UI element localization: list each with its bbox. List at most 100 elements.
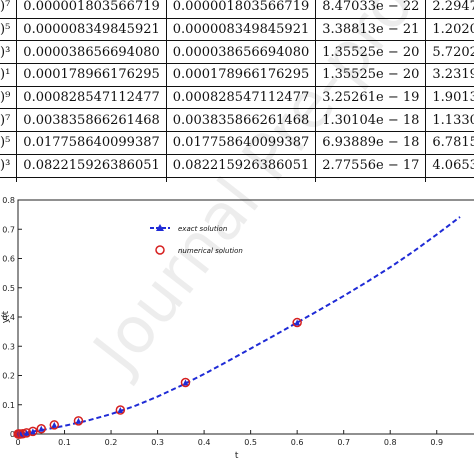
table-row: )³ 0.000038656694080 0.000038656694080 1.35… [0,40,474,65]
table-cell: 0.380629288824312 [16,177,167,182]
table-row: )⁷ 0.003835866261468 0.003835866261468 1.30… [0,108,474,133]
table-cell: 0.380629288824311 [166,177,317,182]
exact-solution-line [17,216,461,435]
legend-exact-label: exact solution [178,225,227,233]
table-row: )⁵ 0.000008349845921 0.000008349845921 3.38… [0,18,474,42]
x-tick-label: 0.5 [244,438,257,447]
results-table: )⁷ 0.000001803566719 0.000001803566719 8.47… [0,0,474,182]
table-cell: )¹ [0,63,18,87]
table-cell: ) [0,177,18,182]
x-tick-label: 0.9 [430,438,443,447]
table-cell: 3.25261e − 19 [315,86,427,110]
numerical-solution-marker [115,405,126,415]
table-row: )¹ 0.000178966176295 0.000178966176295 1.35… [0,63,474,87]
table-cell: 1.11022e − 16 [315,177,427,182]
exact-solution-marker [38,425,45,432]
results-table-region: )⁷ 0.000001803566719 0.000001803566719 8.47… [0,0,474,182]
table-cell: 0.000828547112477 [166,86,317,110]
table-cell: 0.017758640099387 [16,131,167,155]
table-cell: 6.78151e [425,131,474,155]
y-tick-label: 0.4 [2,313,15,322]
table-cell: )⁹ [0,86,18,110]
x-tick-label: 0.4 [198,438,211,447]
numerical-solution-marker [180,377,191,388]
table-cell: 1.22486e [425,177,474,182]
x-tick-label: 0.6 [291,438,304,447]
table-cell: 0.000008349845921 [16,18,167,42]
table-cell: 1.20204e [425,18,474,42]
y-tick-label: 0.2 [2,372,15,381]
table-cell: 8.47033e − 22 [315,0,427,19]
table-cell: 5.72027e [425,40,474,65]
table-cell: 0.000038656694080 [16,40,167,65]
x-tick-label: 0.2 [105,438,118,447]
legend-numerical-marker [155,245,165,255]
table-row: )⁵ 0.017758640099387 0.017758640099387 6.93… [0,131,474,155]
table-cell: 1.90138e [425,86,474,110]
table-cell: 0.000008349845921 [166,18,317,42]
table-row: )⁷ 0.000001803566719 0.000001803566719 8.47… [0,0,474,19]
exact-solution-marker [182,379,189,386]
numerical-solution-marker [73,416,84,426]
exact-solution-marker [294,319,301,326]
table-cell: 2.77556e − 17 [315,154,427,178]
table-row: )⁹ 0.000828547112477 0.000828547112477 3.25… [0,86,474,110]
table-cell: 1.30104e − 18 [315,108,427,133]
y-tick-label: 0.1 [2,401,15,410]
table-cell: )³ [0,154,18,178]
x-tick-label: 0.3 [151,438,164,447]
table-row: )0.3806292888243120.3806292888243111.110… [0,177,474,182]
table-cell: 3.23198e [425,63,474,87]
y-tick-label: 0 [10,430,15,439]
numerical-solution-marker [49,420,60,430]
y-tick-label: 0.7 [2,225,15,234]
x-tick-label: 0 [15,438,20,447]
table-cell: 0.082215926386051 [166,154,317,178]
table-cell: 3.38813e − 21 [315,18,427,42]
numerical-solution-marker [21,428,32,438]
table-cell: 0.000828547112477 [16,86,167,110]
table-cell: 2.29471e [425,0,474,19]
table-cell: 1.13302e [425,108,474,133]
table-cell: 0.000178966176295 [166,63,317,87]
table-cell: )³ [0,40,18,65]
table-cell: 0.082215926386051 [16,154,167,178]
y-axis-label: y(t [1,310,11,323]
y-tick-label: 0.3 [2,342,15,351]
exact-solution-marker [23,429,30,436]
legend-box [146,218,266,260]
legend-exact-marker [156,224,164,231]
table-cell: 1.35525e − 20 [315,63,427,87]
table-cell: 4.06534e [425,154,474,178]
exact-solution-marker [117,407,124,414]
table-cell: 0.000038656694080 [166,40,317,65]
numerical-solution-marker [36,424,47,434]
solution-plot: 0 0.1 0.2 0.3 0.4 0.5 0.6 0.7 0.8 0.9 0 0.1 0.2 0.3 0.… [1,196,474,461]
table-cell: )⁵ [0,131,18,155]
table-cell: )⁷ [0,0,18,19]
x-axis-label: t [235,451,239,461]
numerical-solution-marker [28,426,38,437]
table-row: )³ 0.082215926386051 0.082215926386051 2.77… [0,154,474,178]
table-cell: 0.017758640099387 [166,131,317,155]
x-tick-label: 0.1 [58,438,71,447]
exact-solution-marker [29,428,36,435]
table-cell: 6.93889e − 18 [315,131,427,155]
exact-solution-marker [75,417,82,424]
y-tick-label: 0.8 [2,196,15,205]
table-cell: 1.35525e − 20 [315,40,427,65]
y-tick-label: 0.6 [2,255,15,264]
x-tick-label: 0.8 [384,438,397,447]
x-tick-label: 0.7 [337,438,350,447]
table-cell: )⁵ [0,18,18,42]
table-cell: 0.000001803566719 [166,0,317,19]
legend-numerical-label: numerical solution [178,247,243,255]
table-cell: )⁷ [0,108,18,133]
exact-solution-marker [51,421,58,428]
table-cell: 0.003835866261468 [166,108,317,133]
y-tick-label: 0.5 [2,284,15,293]
table-cell: 0.000001803566719 [16,0,167,19]
numerical-solution-marker [292,317,302,328]
table-cell: 0.003835866261468 [16,108,167,133]
table-cell: 0.000178966176295 [16,63,167,87]
